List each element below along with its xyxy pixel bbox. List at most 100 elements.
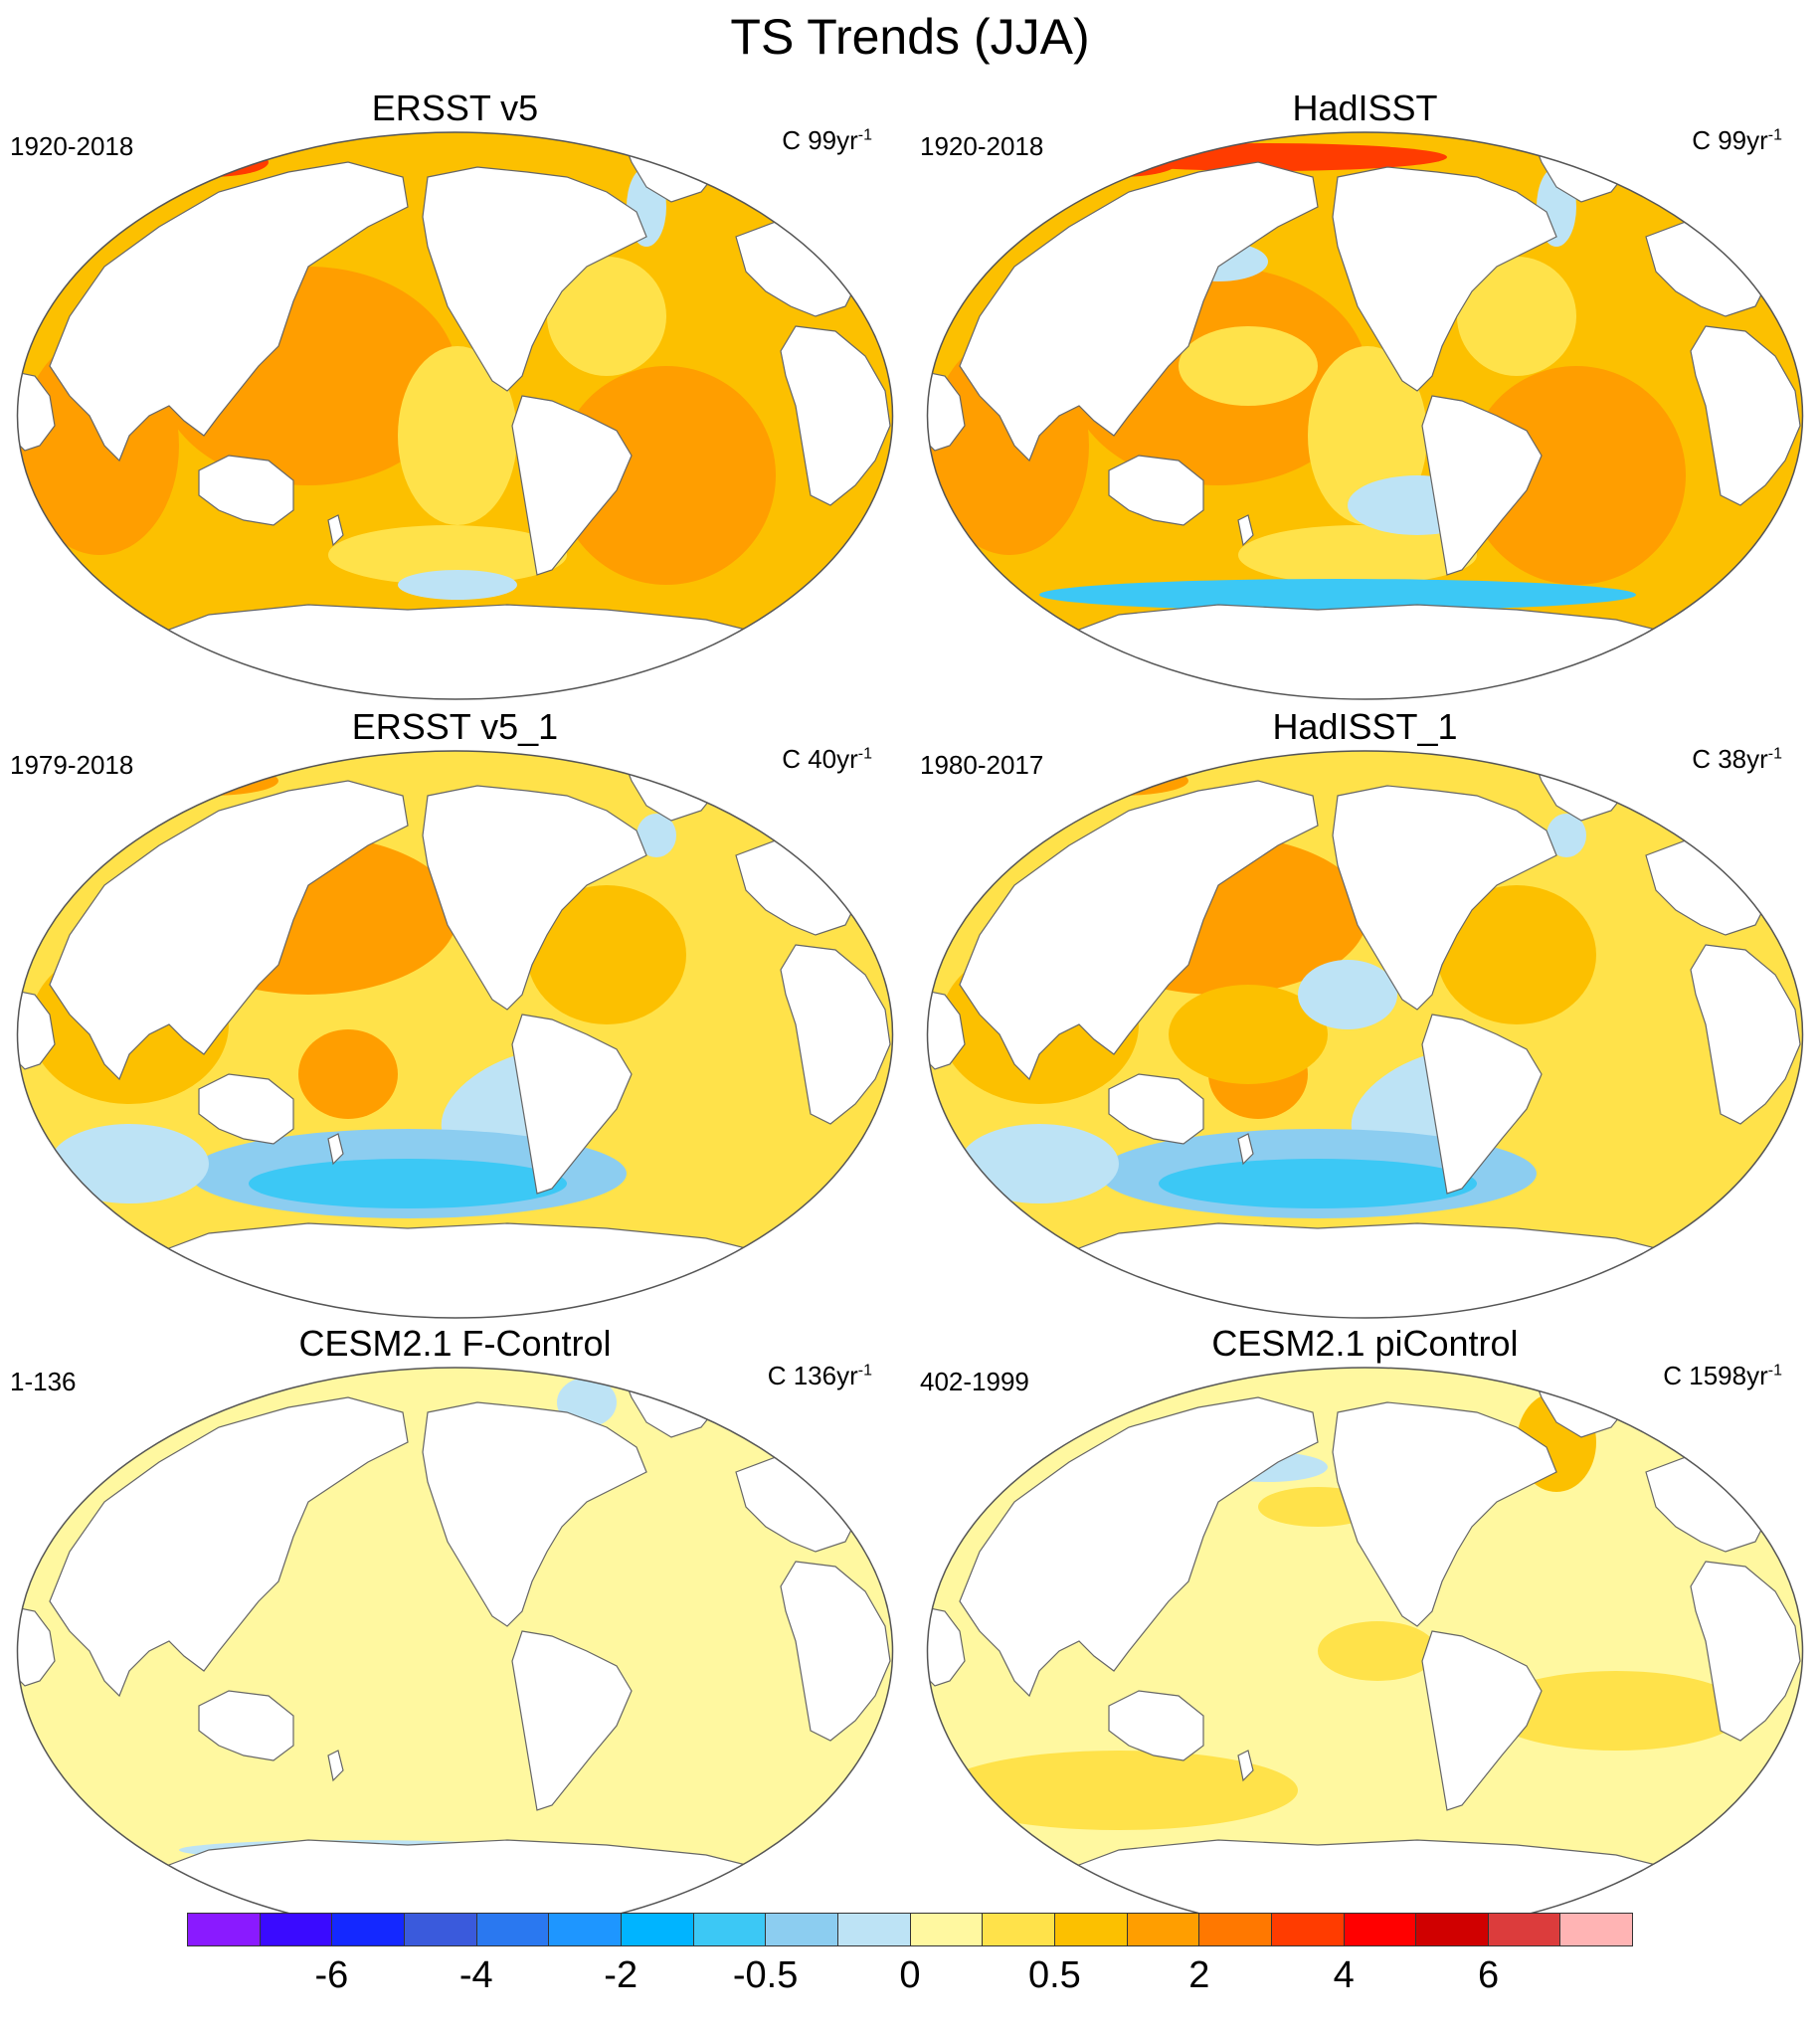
- trend-region: [960, 1124, 1119, 1203]
- continent-africaE: [1690, 1561, 1801, 1742]
- colorbar-swatch: [1416, 1914, 1489, 1945]
- panel-hadisst-1: HadISST_1 1980-2017 C 38yr-1: [910, 706, 1820, 1323]
- colorbar-tick-label: -2: [604, 1954, 638, 1996]
- period-label: 1980-2017: [920, 750, 1044, 780]
- trend-region: [1487, 1671, 1745, 1751]
- trend-region: [50, 1124, 209, 1203]
- continent-samerica: [1421, 1014, 1543, 1195]
- colorbar-swatch: [837, 1914, 911, 1945]
- trend-region: [1179, 326, 1318, 406]
- trend-region: [328, 525, 567, 585]
- colorbar-tick-label: 6: [1478, 1954, 1500, 1996]
- map-fill: [927, 1368, 1803, 1935]
- colorbar-tick-label: 0.5: [1027, 1954, 1081, 1996]
- colorbar-swatch: [693, 1914, 767, 1945]
- trend-region: [637, 814, 676, 857]
- colorbar-tick-label: 2: [1188, 1954, 1210, 1996]
- units-label: C 1598yr-1: [1663, 1361, 1782, 1390]
- map-fill: [17, 1368, 893, 1935]
- trend-region: [398, 346, 517, 525]
- continent-australia: [1108, 1073, 1204, 1145]
- continent-africaE: [780, 325, 891, 506]
- period-label: 1920-2018: [10, 131, 134, 161]
- continent-antarctica: [127, 604, 788, 699]
- map-panel: [926, 750, 1804, 1319]
- map-border: [16, 131, 894, 700]
- trend-region: [557, 366, 776, 585]
- continent-africa: [927, 370, 966, 452]
- colorbar-tick-label: 0: [899, 1954, 921, 1996]
- continent-samerica: [511, 1630, 633, 1811]
- trend-region: [1467, 366, 1686, 585]
- continent-africa: [17, 989, 56, 1070]
- continent-nz: [327, 1133, 344, 1166]
- continent-africa: [927, 989, 966, 1070]
- continent-asia: [959, 161, 1319, 462]
- panel-title: CESM2.1 F-Control: [298, 1323, 612, 1364]
- colorbar-swatch: [188, 1914, 261, 1945]
- continent-asia: [959, 1396, 1319, 1698]
- trend-region: [527, 885, 686, 1024]
- units-label: C 99yr-1: [1692, 125, 1782, 155]
- panel-cesm-f-control: CESM2.1 F-Control 1-136 C 136yr-1: [0, 1323, 910, 1940]
- trend-region: [1437, 885, 1596, 1024]
- land-layer: [927, 132, 1801, 699]
- colorbar-tick-label: -0.5: [732, 1954, 799, 1996]
- continent-namerica: [1332, 166, 1557, 392]
- continent-nz: [1237, 514, 1254, 547]
- map-panel: [926, 131, 1804, 700]
- units-label: C 38yr-1: [1692, 744, 1782, 774]
- continent-africa: [17, 370, 56, 452]
- continent-africa: [17, 1605, 56, 1687]
- colorbar-swatch: [621, 1914, 694, 1945]
- colorbar-swatch: [260, 1914, 333, 1945]
- continent-antarctica: [127, 1222, 788, 1318]
- continent-africaE: [780, 944, 891, 1125]
- panel-ersst-v5-1: ERSST v5_1 1979-2018 C 40yr-1: [0, 706, 910, 1323]
- continent-namerica: [422, 785, 647, 1011]
- colorbar-swatch: [1054, 1914, 1128, 1945]
- panel-title: HadISST_1: [1272, 706, 1458, 747]
- map-panel: [926, 1367, 1804, 1936]
- panel-ersst-v5: ERSST v5 1920-2018 C 99yr-1: [0, 88, 910, 704]
- colorbar-swatch: [983, 1914, 1055, 1945]
- units-label: C 136yr-1: [767, 1361, 872, 1390]
- period-label: 1920-2018: [920, 131, 1044, 161]
- trend-region: [1059, 147, 1179, 177]
- land-layer: [927, 1368, 1801, 1935]
- continent-nz: [327, 1750, 344, 1782]
- continent-samerica: [1421, 395, 1543, 576]
- trend-region: [940, 1751, 1298, 1830]
- continent-asia: [49, 780, 409, 1081]
- colorbar: [187, 1913, 1633, 1946]
- panel-title: ERSST v5: [371, 88, 539, 128]
- continent-nz: [1237, 1750, 1254, 1782]
- map-panel: [16, 131, 894, 700]
- continent-antarctica: [1037, 1222, 1698, 1318]
- map-border: [926, 750, 1804, 1319]
- continent-africaE: [1690, 944, 1801, 1125]
- colorbar-swatch: [404, 1914, 477, 1945]
- continent-asia: [959, 780, 1319, 1081]
- panel-title: HadISST: [1292, 88, 1438, 128]
- panel-hadisst: HadISST 1920-2018 C 99yr-1: [910, 88, 1820, 704]
- trend-region: [547, 257, 666, 376]
- colorbar-tick-label: 4: [1333, 1954, 1355, 1996]
- continent-namerica: [1332, 785, 1557, 1011]
- colorbar-tick-label: -6: [314, 1954, 349, 1996]
- trend-region: [1159, 1159, 1477, 1208]
- units-label: C 40yr-1: [782, 744, 872, 774]
- colorbar-swatch: [1199, 1914, 1272, 1945]
- colorbar-swatch: [766, 1914, 838, 1945]
- map-border: [926, 131, 1804, 700]
- continent-nz: [1237, 1133, 1254, 1166]
- trend-region: [1298, 960, 1397, 1029]
- colorbar-swatch: [549, 1914, 622, 1945]
- continent-namerica: [422, 166, 647, 392]
- colorbar-swatch: [1560, 1914, 1633, 1945]
- colorbar-swatch: [1127, 1914, 1200, 1945]
- panel-title: ERSST v5_1: [351, 706, 559, 747]
- period-label: 402-1999: [920, 1367, 1029, 1396]
- continent-namerica: [1332, 1401, 1557, 1627]
- map-fill: [927, 132, 1803, 699]
